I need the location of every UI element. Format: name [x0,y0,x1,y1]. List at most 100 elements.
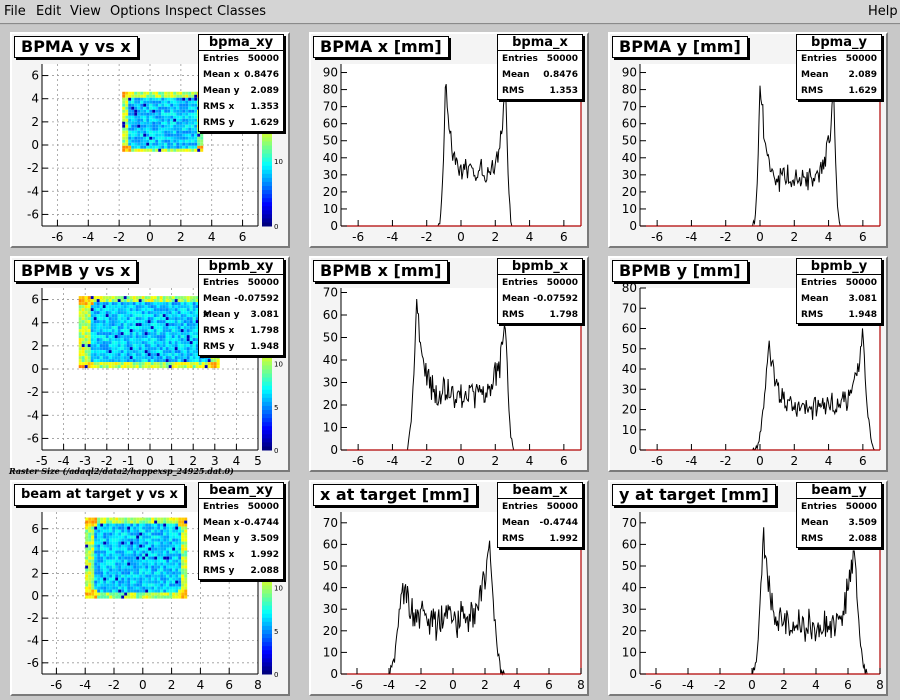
density-cell [163,589,167,593]
density-cell [88,574,92,578]
density-cell [131,121,135,125]
density-cell [166,574,170,578]
density-cell [174,299,178,303]
x-tick-label: -4 [685,454,697,468]
density-cell [88,553,92,557]
density-cell [115,544,119,548]
x-tick-label: -6 [352,230,364,244]
stats-row: Entries 50000 [498,275,582,291]
density-cell [154,586,158,590]
stats-box[interactable]: bpma_y Entries 50000 Mean 2.089 RMS 1.629 [796,34,882,100]
pad-title[interactable]: BPMB y vs x [14,260,138,282]
menu-help[interactable]: Help [868,4,898,19]
density-cell [179,133,183,137]
density-cell [96,341,100,345]
x-tick-label: -4 [386,454,398,468]
density-cell [131,127,135,131]
density-cell [90,296,94,300]
stats-box[interactable]: bpmb_x Entries 50000 Mean -0.07592 RMS 1.798 [497,258,583,324]
density-cell [140,148,144,152]
pad-bpma_x[interactable]: -6 -4 -2 0 2 4 6 0 10 20 30 40 50 60 70 80 90 BPMA x [mm]… [309,32,589,248]
pad-title[interactable]: beam at target y vs x [14,484,185,506]
density-cell [78,314,82,318]
menu-file[interactable]: File [4,4,26,19]
pad-bpma_y[interactable]: -6 -4 -2 0 2 4 6 0 10 20 30 40 50 60 70 80 90 BPMA y [mm]… [608,32,888,248]
density-cell [81,302,85,306]
density-cell [149,145,153,149]
density-cell [128,94,132,98]
menu-edit[interactable]: Edit [36,4,62,19]
pad-title[interactable]: y at target [mm] [612,484,776,506]
density-cell [127,544,131,548]
density-cell [124,535,128,539]
density-cell [90,344,94,348]
menu-options[interactable]: Options [110,4,161,19]
density-cell [127,583,131,587]
stats-box[interactable]: bpma_xy Entries 50000 Mean x 0.8476 Mean y 2.0… [198,34,284,132]
density-cell [160,547,164,551]
x-tick-label: 4 [825,454,833,468]
pad-title[interactable]: BPMA y [mm] [612,36,748,58]
density-cell [156,344,160,348]
pad-beam_x[interactable]: -6 -4 -2 0 2 4 6 8 0 10 20 30 40 50 60 70 x at target [m… [309,480,589,696]
menu-view[interactable]: View [70,4,101,19]
pad-title[interactable]: BPMA x [mm] [313,36,449,58]
pad-bpmb_y[interactable]: -6 -4 -2 0 2 4 6 0 10 20 30 40 50 60 70 80 BPMB y [mm] bp… [608,256,888,472]
density-cell [114,311,118,315]
density-cell [103,559,107,563]
density-cell [144,314,148,318]
density-cell [169,529,173,533]
stats-row: RMS 1.992 [498,531,582,547]
density-cell [130,571,134,575]
density-cell [135,338,139,342]
density-cell [139,517,143,521]
density-cell [192,335,196,339]
density-cell [137,103,141,107]
density-cell [78,365,82,369]
stats-box[interactable]: beam_x Entries 50000 Mean -0.4744 RMS 1.992 [497,482,583,548]
menu-classes[interactable]: Classes [217,4,266,19]
density-cell [151,583,155,587]
density-cell [142,526,146,530]
pad-title[interactable]: BPMB y [mm] [612,260,748,282]
pad-title[interactable]: BPMB x [mm] [313,260,449,282]
pad-beam_y[interactable]: -6 -4 -2 0 2 4 6 8 0 10 20 30 40 50 60 70 y at target [m… [608,480,888,696]
pad-title[interactable]: BPMA y vs x [14,36,138,58]
density-cell [114,314,118,318]
palette-cell [262,221,272,227]
density-cell [168,308,172,312]
density-cell [177,350,181,354]
stats-box[interactable]: bpmb_y Entries 50000 Mean 3.081 RMS 1.948 [796,258,882,324]
stats-box[interactable]: beam_y Entries 50000 Mean 3.509 RMS 2.088 [796,482,882,548]
pad-title[interactable]: x at target [mm] [313,484,477,506]
density-cell [168,320,172,324]
density-cell [186,359,190,363]
density-cell [135,353,139,357]
density-cell [186,299,190,303]
y-tick-label: 0 [629,443,637,457]
density-cell [171,359,175,363]
density-cell [135,323,139,327]
density-cell [166,526,170,530]
stats-row: Mean y 3.509 [199,531,283,547]
palette-cell [262,413,272,419]
pad-bpmb_x[interactable]: -6 -4 -2 0 2 4 6 0 10 20 30 40 50 60 70 BPMB x [mm] bpmb… [309,256,589,472]
density-cell [115,556,119,560]
density-cell [103,538,107,542]
density-cell [97,565,101,569]
stats-box[interactable]: beam_xy Entries 50000 Mean x -0.4744 Mean y 3.… [198,482,284,580]
density-cell [103,592,107,596]
density-cell [175,538,179,542]
menu-inspect[interactable]: Inspect [165,4,213,19]
density-cell [173,121,177,125]
density-cell [174,362,178,366]
stats-box[interactable]: bpma_x Entries 50000 Mean 0.8476 RMS 1.353 [497,34,583,100]
density-cell [142,589,146,593]
density-cell [118,544,122,548]
density-cell [158,142,162,146]
